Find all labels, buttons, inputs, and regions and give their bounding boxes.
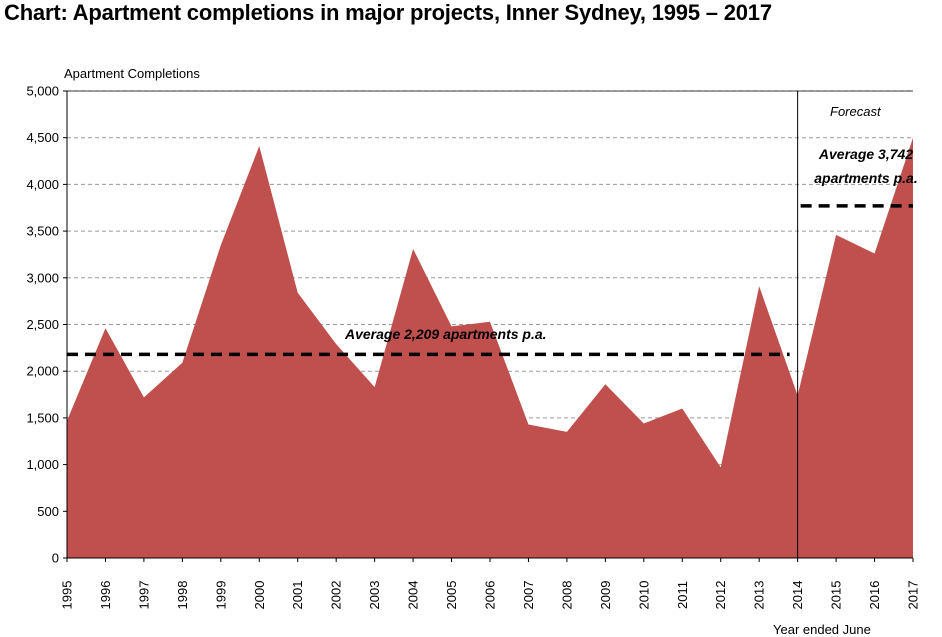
y-tick-label-500: 500 — [37, 504, 59, 519]
x-tick-label-2011: 2011 — [675, 581, 690, 609]
x-tick-label-2005: 2005 — [444, 581, 459, 610]
y-tick-label-2500: 2,500 — [26, 317, 59, 332]
y-tick-label-5000: 5,000 — [26, 84, 59, 99]
y-tick-label-3000: 3,000 — [26, 270, 59, 285]
x-tick-label-2007: 2007 — [521, 581, 536, 610]
y-tick-label-1500: 1,500 — [26, 410, 59, 425]
y-tick-label-4500: 4,500 — [26, 130, 59, 145]
x-tick-label-2016: 2016 — [867, 581, 882, 610]
x-tick-label-2004: 2004 — [406, 581, 421, 610]
x-tick-label-2012: 2012 — [713, 581, 728, 610]
forecast-label: Forecast — [830, 104, 882, 119]
x-tick-label-1997: 1997 — [136, 581, 151, 610]
x-axis-ticks: 1995 1996 1997 1998 1999 2000 2001 2002 2003 2004… — [60, 558, 921, 609]
x-tick-label-1998: 1998 — [175, 581, 190, 610]
x-axis-label: Year ended June — [773, 622, 871, 637]
chart-title: Chart: Apartment completions in major pr… — [4, 0, 772, 25]
x-tick-label-1999: 1999 — [213, 581, 228, 610]
x-tick-label-2009: 2009 — [598, 581, 613, 610]
y-tick-label-4000: 4,000 — [26, 177, 59, 192]
x-tick-label-1995: 1995 — [60, 581, 75, 610]
y-tick-label-0: 0 — [52, 551, 59, 566]
completions-area — [67, 137, 913, 558]
x-tick-label-2008: 2008 — [559, 581, 574, 610]
x-tick-label-2002: 2002 — [329, 581, 344, 610]
y-tick-label-1000: 1,000 — [26, 457, 59, 472]
x-tick-label-2013: 2013 — [752, 581, 767, 610]
x-tick-label-1996: 1996 — [98, 581, 113, 610]
x-tick-label-2014: 2014 — [790, 581, 805, 610]
average-label-forecast-line1: Average 3,742 — [818, 146, 913, 162]
average-label-1995-2013: Average 2,209 apartments p.a. — [344, 326, 547, 342]
y-axis-ticks: 0 500 1,000 1,500 2,000 2,500 3,000 3,500 4,000 4… — [26, 84, 67, 566]
y-tick-label-3500: 3,500 — [26, 224, 59, 239]
x-tick-label-2001: 2001 — [290, 581, 305, 610]
average-label-forecast-line2: apartments p.a. — [814, 170, 917, 186]
x-tick-label-2017: 2017 — [906, 581, 921, 610]
x-tick-label-2003: 2003 — [367, 581, 382, 610]
x-tick-label-2010: 2010 — [636, 581, 651, 610]
y-axis-label: Apartment Completions — [64, 66, 200, 81]
x-tick-label-2006: 2006 — [483, 581, 498, 610]
y-tick-label-2000: 2,000 — [26, 364, 59, 379]
x-tick-label-2015: 2015 — [829, 581, 844, 610]
annotations: Forecast Average 2,209 apartments p.a. Ave… — [67, 91, 918, 558]
x-tick-label-2000: 2000 — [252, 581, 267, 610]
